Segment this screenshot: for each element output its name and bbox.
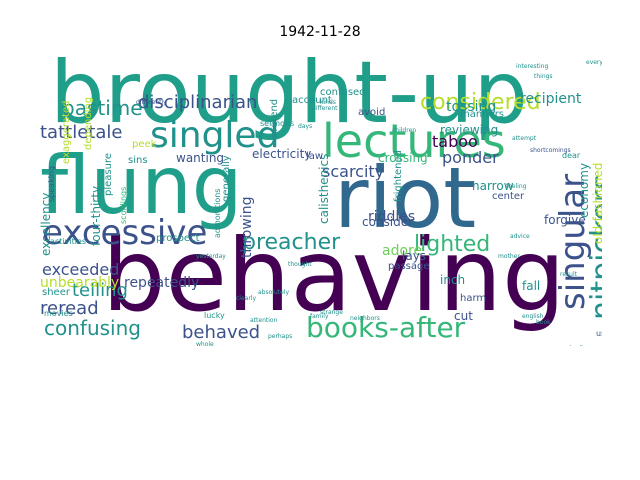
word-neighbors: neighbors — [350, 315, 380, 322]
word-consider: consider — [362, 215, 414, 229]
word-crossing: crossing — [378, 151, 428, 165]
word-behaving: behaving — [102, 217, 566, 334]
word-confusing: confusing — [44, 316, 141, 340]
word-disciplinarian: disciplinarian — [138, 92, 258, 113]
word-singled: singled — [150, 115, 280, 156]
word-feeling: feeling — [506, 183, 527, 190]
word-result: result — [560, 271, 577, 278]
word-shortcomings: shortcomings — [530, 147, 571, 154]
word-lectures: lectures — [322, 114, 506, 168]
word-lucky: lucky — [204, 311, 225, 320]
word-thought: thought — [288, 261, 312, 268]
word-family: family — [310, 313, 329, 320]
word-mother: mother — [498, 253, 520, 260]
word-advice: advice — [510, 233, 530, 240]
figure-title: 1942-11-28 — [279, 24, 361, 40]
word-generally: generally — [221, 155, 232, 202]
word-tattletale: tattletale — [40, 122, 123, 143]
word-activities: activities — [50, 237, 87, 246]
word-calisthenics: calisthenics — [317, 153, 331, 224]
word-days: days — [298, 123, 313, 130]
word-differently: differently — [136, 99, 167, 106]
word-repeatedly: repeatedly — [124, 275, 200, 291]
word-account: account — [292, 95, 332, 106]
word-electricity: electricity — [252, 147, 312, 161]
word-peek: peek — [132, 139, 157, 150]
word-avoid: avoid — [358, 107, 386, 118]
word-taboo: taboo — [432, 132, 478, 151]
word-admonitions: admonitions — [213, 188, 222, 238]
word-unbearably: unbearably — [40, 275, 120, 291]
word-flung: flung — [40, 139, 243, 232]
word-considered: considered — [420, 90, 541, 115]
word-center: center — [492, 191, 525, 202]
word-throwing: throwing — [239, 196, 255, 258]
word-perhaps: perhaps — [268, 333, 293, 340]
word-wanting: wanting — [176, 151, 225, 165]
word-old-fashioned: old-fashioned — [591, 162, 602, 244]
word-four-thirty: four-thirty — [89, 185, 103, 246]
word-sermons: sermons — [260, 119, 295, 128]
word-cut: cut — [454, 309, 473, 323]
word-recipient: recipient — [520, 91, 582, 107]
word-inch: inch — [440, 273, 466, 287]
word-narrow: narrow — [472, 179, 514, 193]
word-absolutely: absolutely — [258, 289, 290, 296]
word-reread: reread — [40, 298, 99, 319]
word-fall: fall — [522, 279, 541, 293]
word-preacher: preacher — [242, 230, 341, 255]
word-books-after: books-after — [306, 311, 466, 344]
word-lays: lays — [402, 249, 427, 263]
word-harm: harm — [460, 293, 487, 304]
word-clearly: clearly — [236, 295, 257, 302]
word-brought-up: brought-up — [50, 48, 529, 143]
word-movies: movies — [44, 309, 73, 318]
word-whole: whole — [196, 341, 214, 347]
word-adore: adore — [382, 243, 423, 259]
word-everything: everything — [586, 59, 602, 66]
word-scarcity: scarcity — [322, 162, 385, 181]
word-tossing: tossing — [446, 99, 497, 115]
word-scoldings: scoldings — [119, 186, 128, 224]
word-manners: manners — [460, 109, 505, 120]
word-sins: sins — [128, 155, 148, 166]
word-lighted: lighted — [414, 232, 491, 257]
word-reviewing: reviewing — [440, 123, 499, 137]
word-pretend: pretend — [269, 98, 280, 138]
word-excessive: excessive — [42, 213, 208, 253]
word-yesterday: yesterday — [196, 253, 226, 260]
word-dear: dear — [562, 151, 581, 160]
word-english: english — [522, 313, 544, 320]
word-prospect: prospect — [156, 233, 200, 244]
word-sheer: sheer — [42, 287, 70, 298]
word-law: law — [306, 151, 324, 162]
word-exceeded: exceeded — [42, 260, 120, 279]
word-exaggerated: exaggerated — [61, 100, 72, 164]
word-things: things — [534, 73, 553, 80]
word-kinds: kinds — [320, 99, 336, 106]
word-cloud: brought-up behaving riot flung lectures exces… — [36, 48, 602, 346]
word-book: book — [536, 319, 551, 326]
word-using: using — [596, 329, 602, 338]
word-passage: passage — [388, 261, 430, 272]
word-behaved: behaved — [182, 322, 261, 343]
word-telling: telling — [72, 280, 128, 301]
word-pastime: pastime — [62, 96, 143, 120]
word-ponder: ponder — [442, 148, 499, 167]
word-attention: attention — [250, 317, 278, 324]
word-excellency: excellency — [39, 192, 53, 256]
word-different: different — [312, 105, 338, 112]
word-confused: confused — [320, 87, 366, 98]
word-economy: economy — [577, 162, 591, 218]
word-attempt: attempt — [512, 135, 537, 142]
word-speaking: speaking — [47, 165, 56, 202]
word-children: children — [392, 127, 417, 134]
word-pleasure: pleasure — [103, 153, 114, 196]
word-interesting: interesting — [516, 63, 549, 70]
word-forgive: forgive — [544, 213, 586, 227]
word-riddles: riddles — [368, 209, 416, 225]
word-depending: depending — [83, 96, 94, 150]
word-strange: strange — [320, 309, 343, 316]
word-riot: riot — [334, 149, 477, 247]
